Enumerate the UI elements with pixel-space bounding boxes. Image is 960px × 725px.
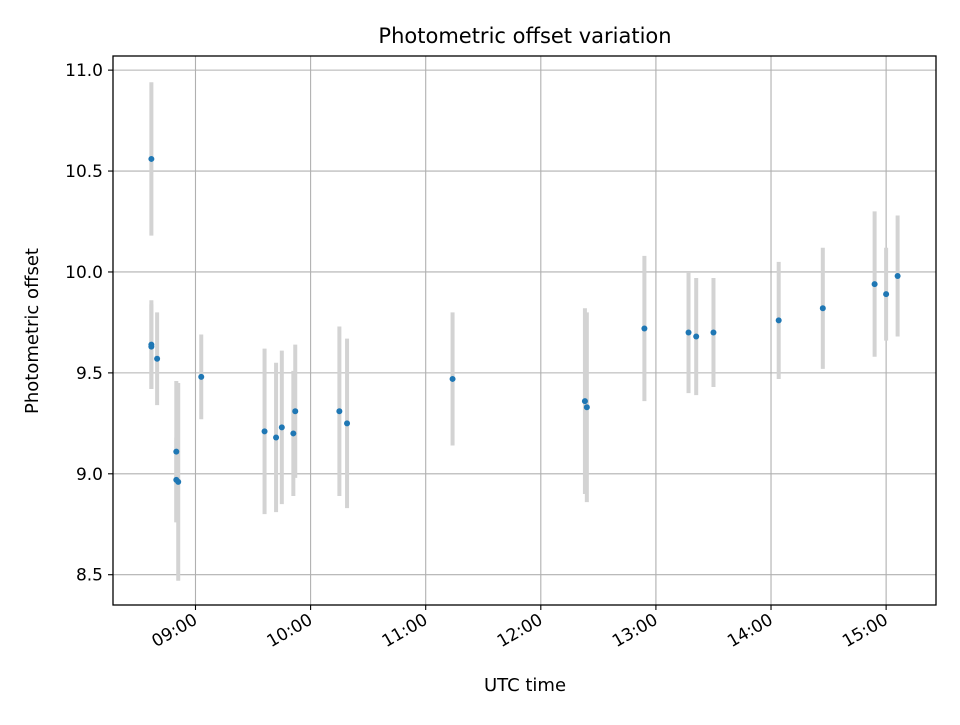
- data-point: [775, 317, 782, 324]
- data-point: [261, 428, 268, 435]
- data-point: [685, 329, 692, 336]
- data-point: [819, 305, 826, 312]
- y-tick-label: 10.0: [65, 263, 103, 283]
- data-point: [154, 355, 161, 362]
- data-point: [344, 420, 351, 427]
- y-tick-label: 8.5: [76, 566, 103, 586]
- x-axis-label: UTC time: [484, 675, 566, 696]
- data-point: [581, 398, 588, 405]
- data-points: [148, 155, 901, 485]
- data-point: [710, 329, 717, 336]
- data-point: [336, 408, 343, 415]
- data-point: [449, 375, 456, 382]
- data-point: [894, 273, 901, 280]
- y-tick-label: 11.0: [65, 61, 103, 81]
- data-point: [175, 478, 182, 485]
- plot-frame: [112, 55, 937, 606]
- y-tick-label: 9.5: [76, 364, 103, 384]
- data-point: [693, 333, 700, 340]
- data-point: [641, 325, 648, 332]
- data-point: [583, 404, 590, 411]
- data-point: [173, 448, 180, 455]
- data-point: [148, 155, 155, 162]
- y-axis-label: Photometric offset: [22, 248, 43, 414]
- data-point: [871, 281, 878, 288]
- data-point: [290, 430, 297, 437]
- chart-title: Photometric offset variation: [378, 24, 671, 48]
- y-tick-label: 9.0: [76, 465, 103, 485]
- data-point: [198, 373, 205, 380]
- data-point: [292, 408, 299, 415]
- data-point: [273, 434, 280, 441]
- y-tick-label: 10.5: [65, 162, 103, 182]
- data-point: [278, 424, 285, 431]
- data-point: [148, 343, 155, 350]
- data-point: [883, 291, 890, 298]
